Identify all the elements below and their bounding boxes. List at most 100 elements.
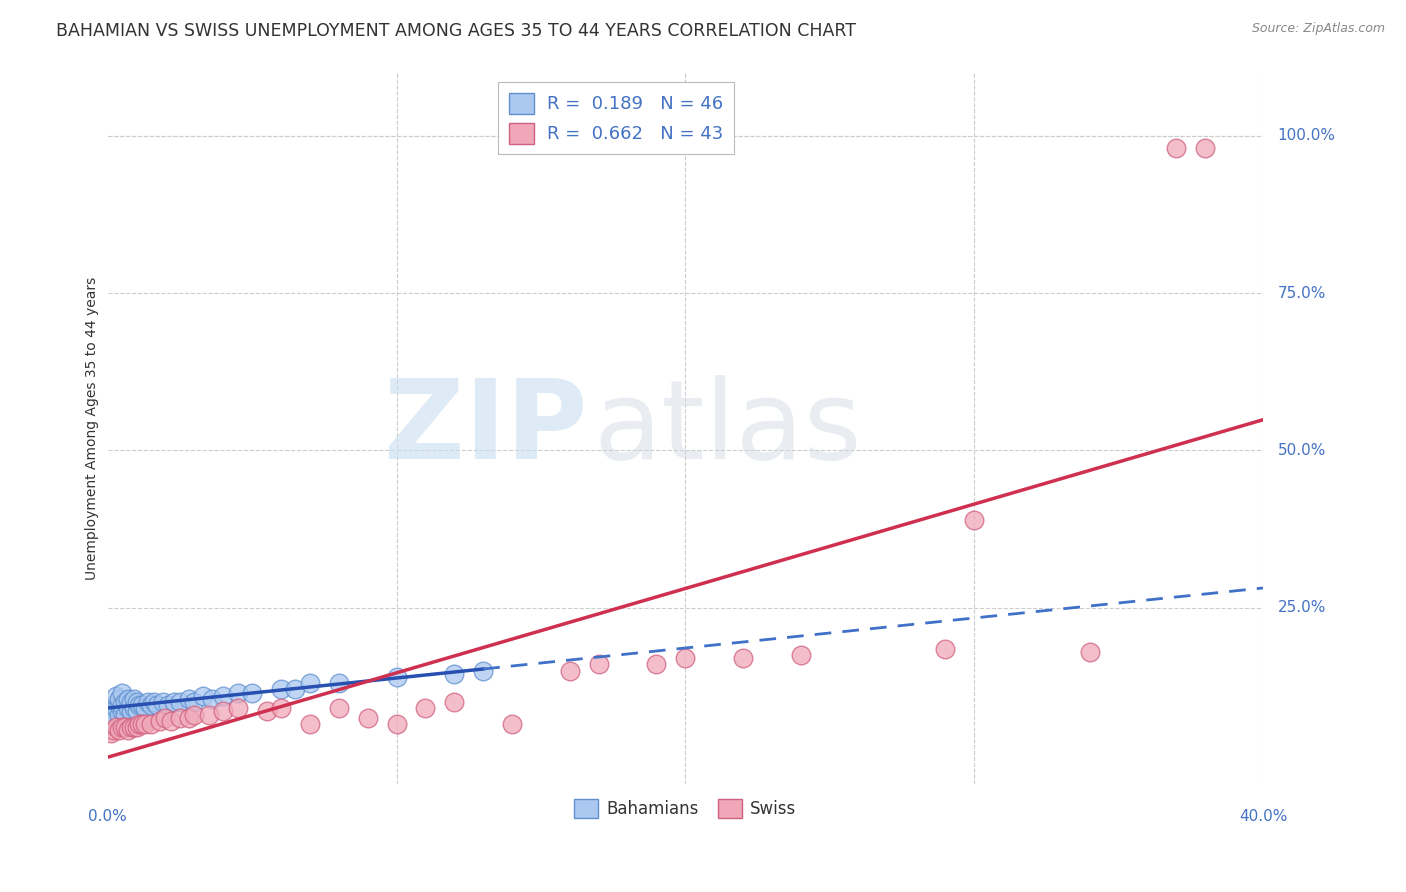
Point	[472, 664, 495, 678]
Point	[963, 512, 986, 526]
Point	[298, 676, 321, 690]
Point	[103, 711, 125, 725]
Point	[183, 707, 205, 722]
Point	[128, 698, 150, 712]
Point	[163, 695, 186, 709]
Point	[117, 691, 139, 706]
Point	[117, 701, 139, 715]
Text: 40.0%: 40.0%	[1239, 809, 1288, 824]
Point	[1078, 645, 1101, 659]
Point	[226, 701, 249, 715]
Point	[145, 698, 167, 712]
Point	[169, 711, 191, 725]
Point	[108, 723, 131, 738]
Point	[108, 698, 131, 712]
Point	[1166, 141, 1188, 155]
Point	[149, 714, 172, 728]
Point	[108, 691, 131, 706]
Point	[169, 695, 191, 709]
Point	[201, 691, 224, 706]
Legend: Bahamians, Swiss: Bahamians, Swiss	[568, 793, 803, 825]
Point	[105, 689, 128, 703]
Point	[108, 707, 131, 722]
Point	[136, 695, 159, 709]
Point	[443, 666, 465, 681]
Point	[588, 657, 610, 672]
Point	[733, 651, 755, 665]
Point	[934, 641, 956, 656]
Point	[142, 695, 165, 709]
Point	[256, 705, 278, 719]
Point	[111, 720, 134, 734]
Point	[117, 723, 139, 738]
Point	[114, 695, 136, 709]
Point	[183, 695, 205, 709]
Text: 0.0%: 0.0%	[89, 809, 127, 824]
Y-axis label: Unemployment Among Ages 35 to 44 years: Unemployment Among Ages 35 to 44 years	[86, 277, 100, 580]
Point	[328, 676, 350, 690]
Point	[270, 682, 292, 697]
Point	[125, 705, 148, 719]
Point	[177, 691, 200, 706]
Point	[415, 701, 437, 715]
Point	[134, 701, 156, 715]
Point	[226, 685, 249, 699]
Point	[240, 685, 263, 699]
Point	[128, 717, 150, 731]
Point	[645, 657, 668, 672]
Text: 25.0%: 25.0%	[1278, 600, 1326, 615]
Point	[125, 720, 148, 734]
Point	[120, 695, 142, 709]
Point	[270, 701, 292, 715]
Point	[385, 670, 408, 684]
Point	[212, 689, 235, 703]
Point	[122, 701, 145, 715]
Point	[134, 717, 156, 731]
Point	[122, 720, 145, 734]
Text: Source: ZipAtlas.com: Source: ZipAtlas.com	[1251, 22, 1385, 36]
Point	[385, 717, 408, 731]
Point	[131, 717, 153, 731]
Point	[197, 707, 219, 722]
Point	[111, 685, 134, 699]
Point	[501, 717, 523, 731]
Text: 50.0%: 50.0%	[1278, 442, 1326, 458]
Point	[356, 711, 378, 725]
Point	[120, 720, 142, 734]
Point	[122, 691, 145, 706]
Point	[105, 720, 128, 734]
Text: atlas: atlas	[593, 375, 862, 482]
Point	[111, 698, 134, 712]
Point	[284, 682, 307, 697]
Point	[328, 701, 350, 715]
Point	[114, 720, 136, 734]
Point	[131, 698, 153, 712]
Point	[212, 705, 235, 719]
Point	[157, 698, 180, 712]
Point	[155, 711, 177, 725]
Point	[152, 695, 174, 709]
Point	[125, 695, 148, 709]
Point	[100, 726, 122, 740]
Point	[160, 714, 183, 728]
Point	[443, 695, 465, 709]
Point	[103, 698, 125, 712]
Point	[298, 717, 321, 731]
Point	[139, 717, 162, 731]
Point	[111, 705, 134, 719]
Point	[177, 711, 200, 725]
Point	[790, 648, 813, 662]
Point	[139, 698, 162, 712]
Point	[100, 707, 122, 722]
Text: BAHAMIAN VS SWISS UNEMPLOYMENT AMONG AGES 35 TO 44 YEARS CORRELATION CHART: BAHAMIAN VS SWISS UNEMPLOYMENT AMONG AGE…	[56, 22, 856, 40]
Point	[120, 705, 142, 719]
Text: 100.0%: 100.0%	[1278, 128, 1336, 144]
Point	[103, 723, 125, 738]
Text: ZIP: ZIP	[384, 375, 588, 482]
Point	[191, 689, 214, 703]
Point	[114, 707, 136, 722]
Point	[558, 664, 581, 678]
Point	[1194, 141, 1216, 155]
Point	[105, 701, 128, 715]
Point	[673, 651, 696, 665]
